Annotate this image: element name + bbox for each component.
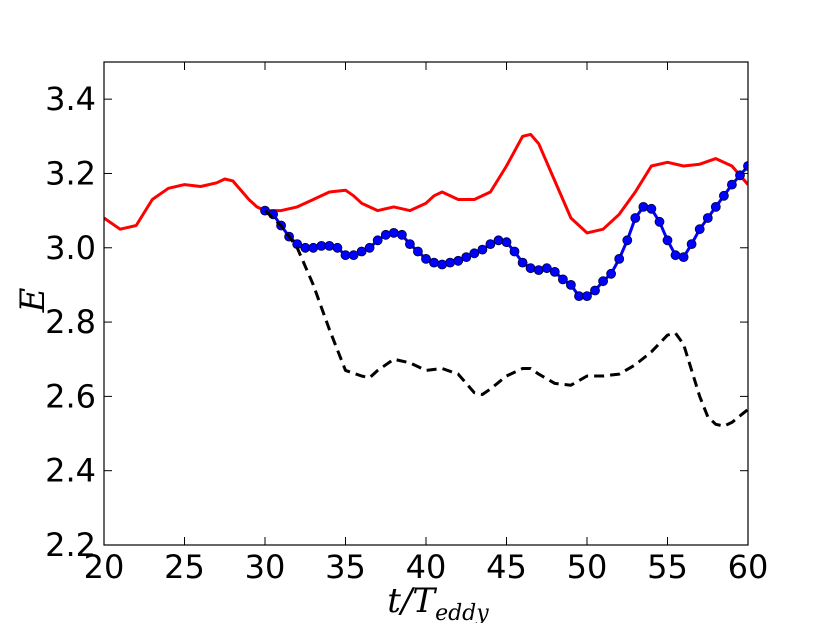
x-tick-label: 25 xyxy=(164,548,205,586)
series-1-point xyxy=(646,203,657,214)
series-1-point xyxy=(702,213,713,223)
series-1-point xyxy=(380,229,391,240)
series-1-point xyxy=(396,229,407,240)
series-1-point xyxy=(614,253,625,264)
y-axis-label: E xyxy=(13,287,53,313)
x-tick-label: 40 xyxy=(406,548,447,586)
y-tick-label: 3.2 xyxy=(45,154,96,192)
x-tick-label: 45 xyxy=(486,548,527,586)
x-tick-label: 20 xyxy=(84,548,125,586)
series-1-point xyxy=(662,235,673,246)
plot-area xyxy=(104,132,748,428)
series-1-point xyxy=(461,252,472,263)
series-1-point xyxy=(501,237,512,248)
series-1-point xyxy=(727,179,737,190)
series-1-point xyxy=(429,257,439,268)
series-1-point xyxy=(437,259,448,270)
x-tick-label: 35 xyxy=(325,548,366,586)
y-tick-label: 2.6 xyxy=(45,377,96,415)
series-1-point xyxy=(694,224,705,235)
y-tick-label: 2.2 xyxy=(45,526,96,564)
series-1-point xyxy=(686,239,697,250)
series-1-point xyxy=(541,263,552,274)
y-tick-label: 3.0 xyxy=(45,229,96,267)
series-1-point xyxy=(364,242,375,253)
series-1-point xyxy=(678,252,689,263)
y-tick-label: 2.8 xyxy=(45,303,96,341)
x-tick-label: 55 xyxy=(647,548,688,586)
series-1-point xyxy=(638,201,649,212)
series-layer xyxy=(104,132,748,428)
series-1-point xyxy=(485,239,496,250)
series-1-point xyxy=(598,276,608,287)
series-1-point xyxy=(324,240,335,251)
series-1-point xyxy=(525,263,536,274)
series-1-point xyxy=(445,257,456,268)
series-line-0 xyxy=(104,132,748,235)
series-1-point xyxy=(558,274,568,285)
series-1-point xyxy=(477,244,488,255)
series-1-point xyxy=(566,279,576,290)
series-1-point xyxy=(388,227,399,238)
series-1-point xyxy=(412,246,423,257)
x-axis-label: t/Teddy xyxy=(387,581,489,623)
series-1-point xyxy=(340,250,351,261)
series-1-point xyxy=(308,242,319,253)
series-1-point xyxy=(372,235,383,246)
series-1-point xyxy=(606,268,616,279)
series-1-point xyxy=(332,242,343,253)
series-1-point xyxy=(453,255,464,266)
series-1-point xyxy=(469,248,480,259)
x-tick-label: 60 xyxy=(728,548,769,586)
series-line-2 xyxy=(263,209,748,428)
series-1-point xyxy=(735,170,745,181)
series-1-point xyxy=(404,239,415,250)
series-1-point xyxy=(670,250,681,261)
series-1-point xyxy=(533,265,544,276)
series-1-point xyxy=(493,235,504,246)
series-1-point xyxy=(743,161,748,171)
series-1-point xyxy=(622,235,633,246)
series-1-point xyxy=(356,246,367,257)
series-1-point xyxy=(421,253,431,264)
series-1-point xyxy=(710,201,721,212)
series-1-point xyxy=(654,216,665,227)
series-1-point xyxy=(719,190,729,201)
series-1-point xyxy=(590,285,600,296)
series-1-point xyxy=(582,291,592,302)
series-1-point xyxy=(517,257,528,268)
ticks-layer: 20 25 30 35 40 45 50 55 60 2.2 2.4 2.6 2.8 3.0 3.2 3.4 xyxy=(45,62,768,586)
series-1-point xyxy=(630,213,641,223)
series-1-point xyxy=(348,250,359,261)
series-1-point xyxy=(509,246,520,257)
y-tick-label: 3.4 xyxy=(45,80,96,118)
y-tick-label: 2.4 xyxy=(45,452,96,490)
series-1-point xyxy=(549,266,560,277)
x-tick-label: 50 xyxy=(567,548,608,586)
x-tick-label: 30 xyxy=(245,548,286,586)
